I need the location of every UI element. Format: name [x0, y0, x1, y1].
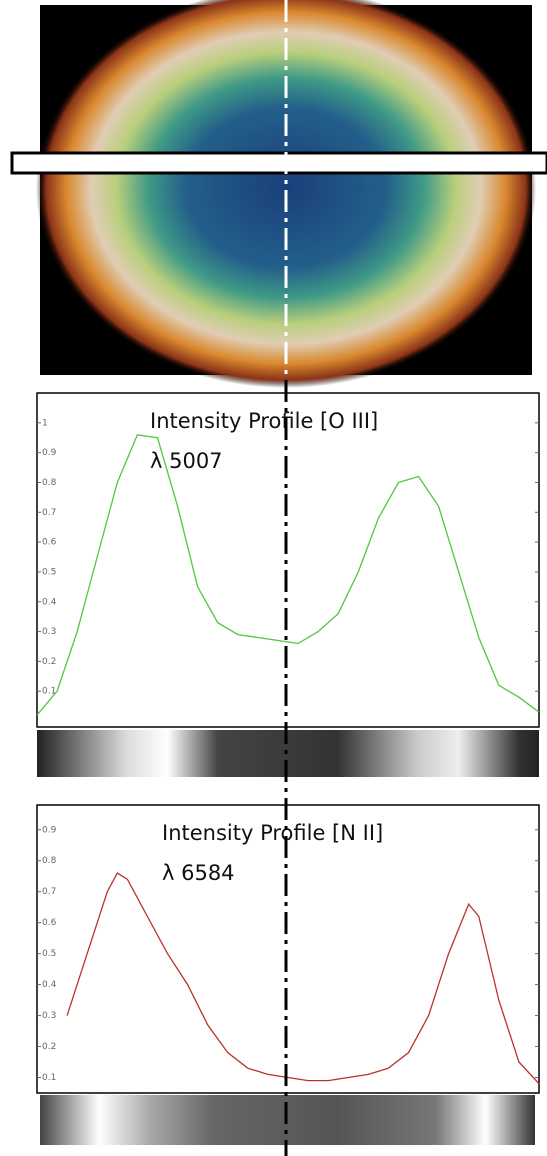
y-tick-label: 0.7	[42, 887, 56, 897]
chart-title: Intensity Profile [O III]	[150, 409, 378, 433]
y-tick-label: 0.1	[42, 687, 56, 697]
y-tick-label: 1	[42, 418, 48, 428]
chart-subtitle: λ 6584	[162, 861, 235, 885]
profile-line	[66, 872, 540, 1085]
y-tick-label: 0.2	[42, 1042, 56, 1052]
y-tick-label: 0.5	[42, 567, 56, 577]
y-tick-label: 0.6	[42, 918, 57, 928]
y-tick-label: 0.1	[42, 1073, 56, 1083]
plot-frame	[36, 392, 540, 728]
slit	[10, 151, 547, 175]
y-tick-label: 0.8	[42, 478, 57, 488]
y-tick-label: 0.5	[42, 949, 56, 959]
y-tick-label: 0.6	[42, 538, 57, 548]
y-tick-label: 0.9	[42, 825, 57, 835]
spectrum-strip	[37, 730, 539, 777]
plot-frame	[36, 804, 540, 1094]
y-tick-label: 0.8	[42, 856, 57, 866]
y-tick-label: 0.4	[42, 980, 57, 990]
y-tick-label: 0.2	[42, 657, 56, 667]
chart-subtitle: λ 5007	[150, 449, 223, 473]
y-tick-label: 0.3	[42, 627, 56, 637]
y-tick-label: 0.4	[42, 597, 57, 607]
y-tick-label: 0.3	[42, 1011, 56, 1021]
y-tick-label: 0.7	[42, 508, 56, 518]
charts: 0.1 0.2 0.3 0.4 0.5 0.6 0.7 0.8 0.9 1 Intensity Pr…	[36, 392, 540, 1094]
y-tick-label: 0.9	[42, 448, 57, 458]
chart-title: Intensity Profile [N II]	[162, 821, 383, 845]
profile-line	[36, 434, 540, 716]
